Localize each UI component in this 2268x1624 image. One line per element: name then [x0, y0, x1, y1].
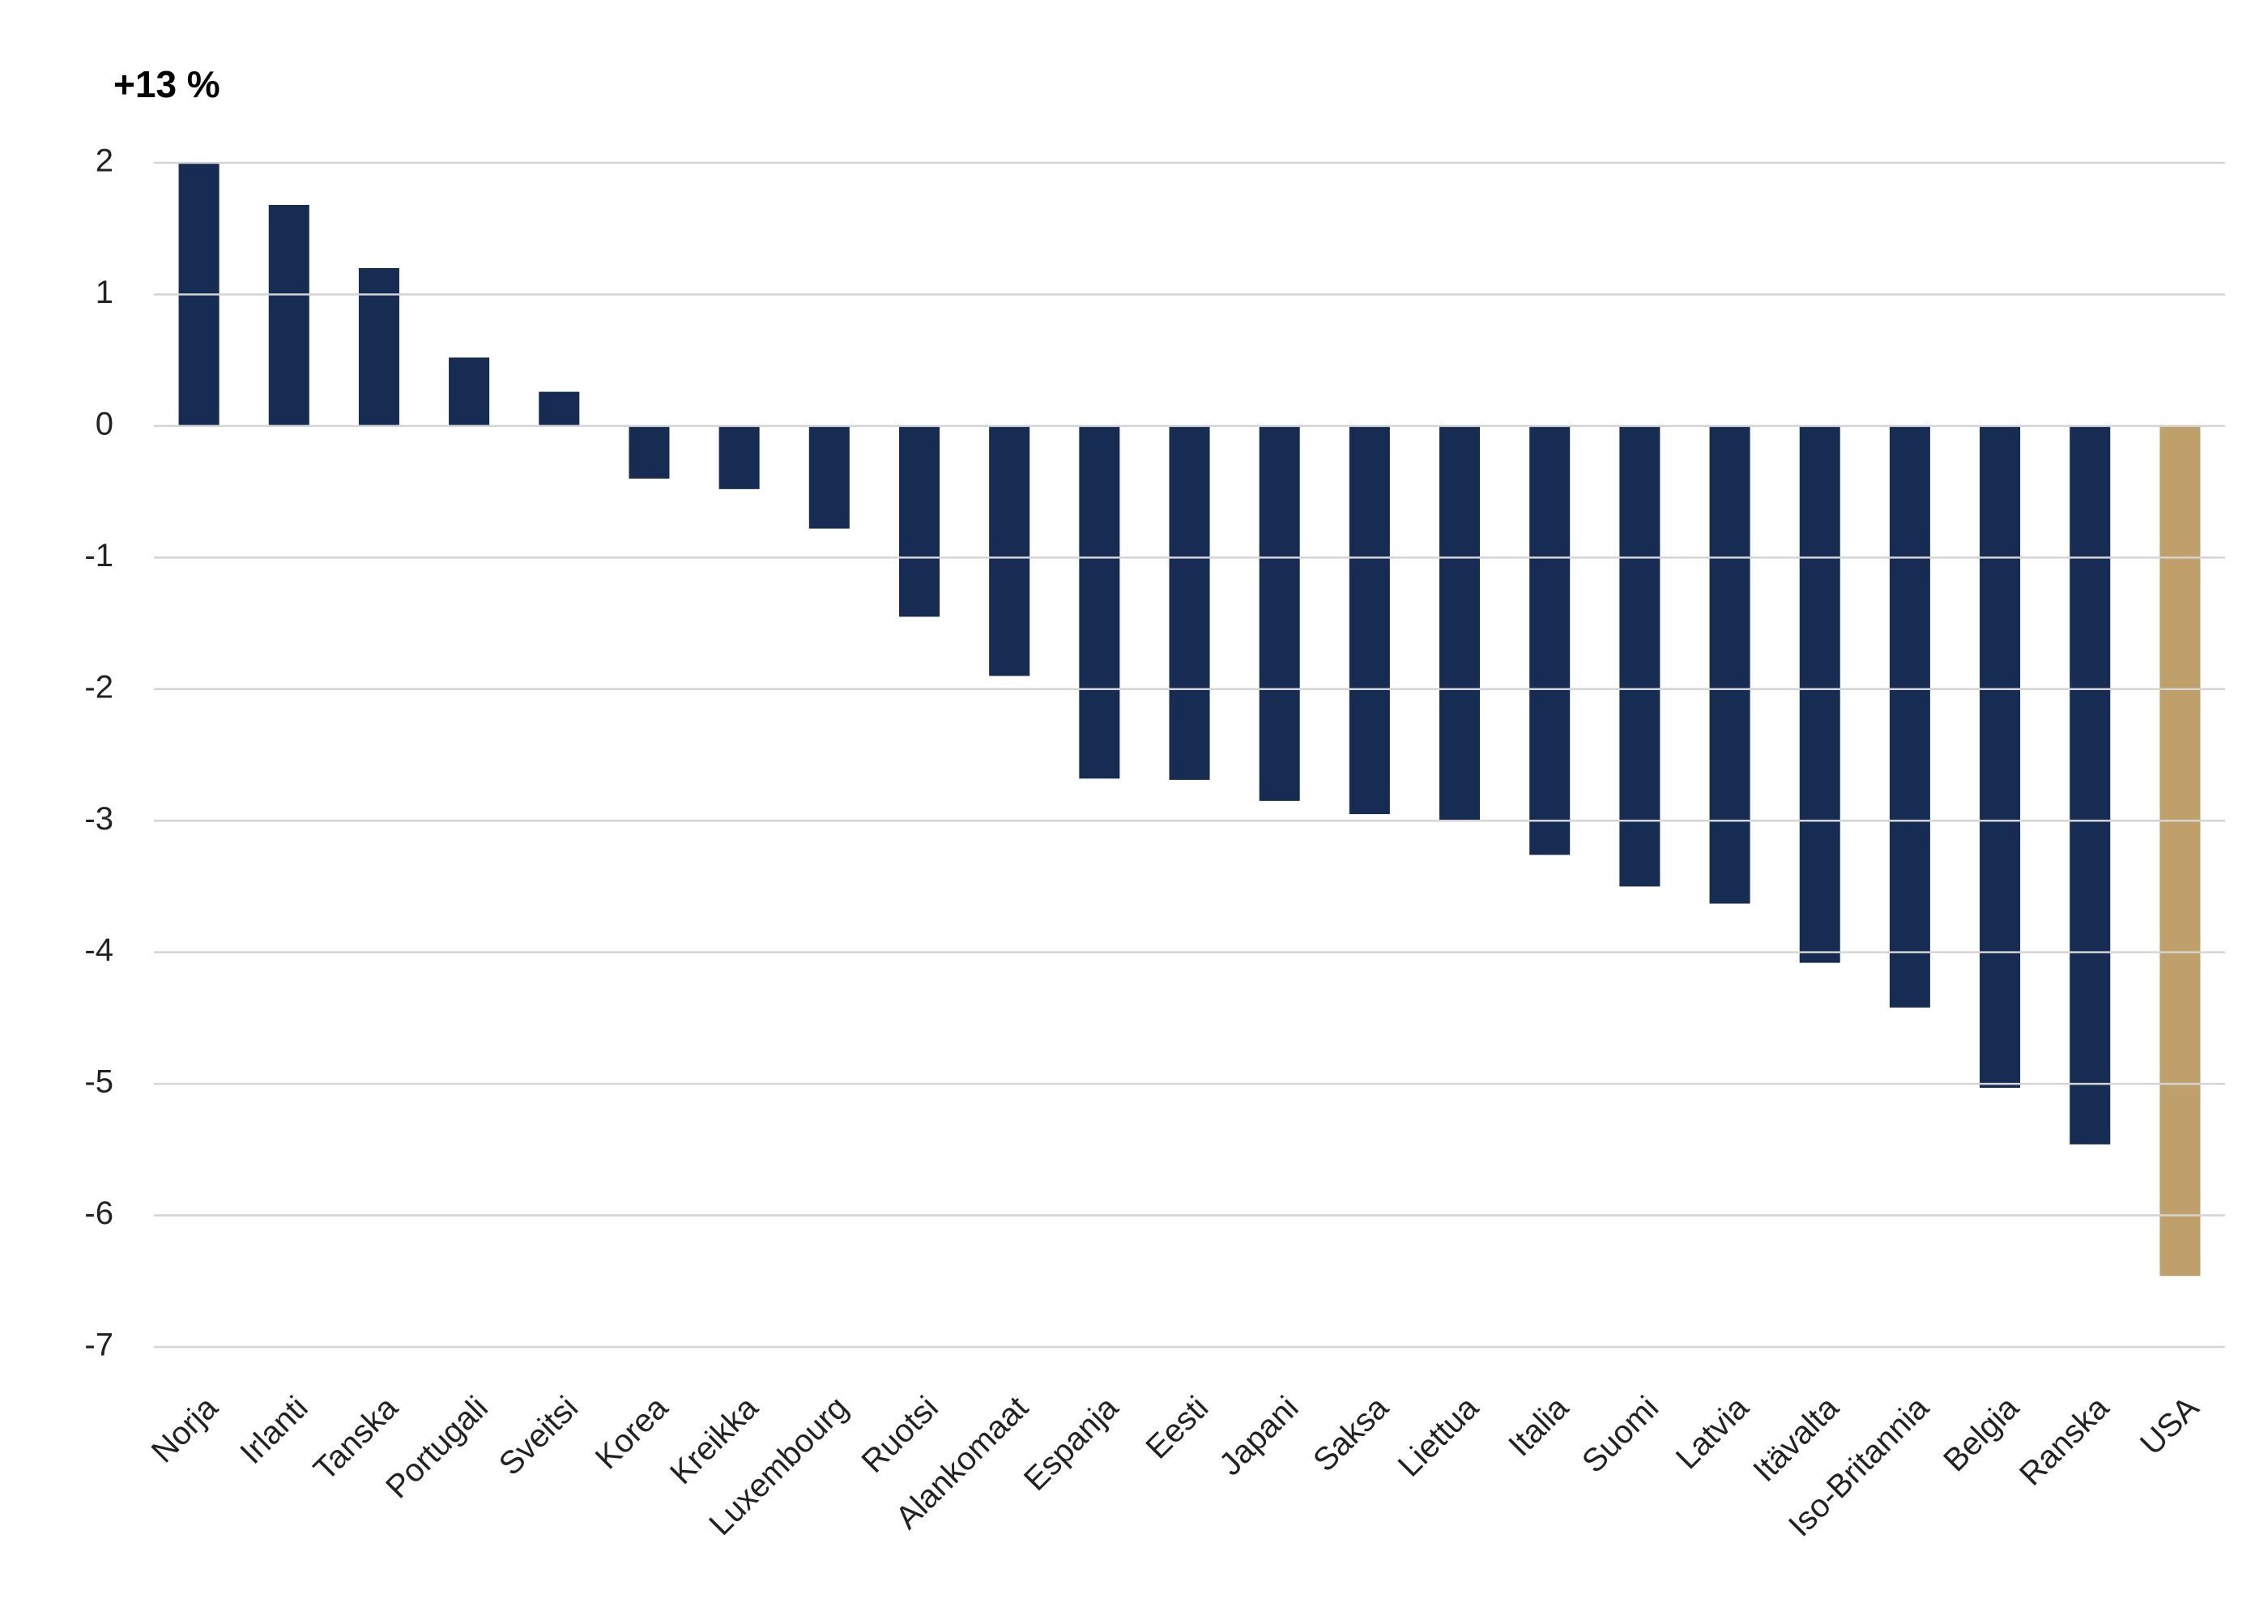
y-tick-label: 2 [96, 143, 113, 179]
y-tick-label: -2 [84, 669, 113, 705]
y-tick-label: -5 [84, 1064, 113, 1100]
bars [178, 163, 2201, 1277]
bar [1169, 425, 1210, 780]
x-tick-label: Sveitsi [492, 1390, 585, 1482]
x-tick-label: Saksa [1307, 1389, 1396, 1478]
y-tick-label: -6 [84, 1196, 113, 1231]
x-tick-label: Latvia [1669, 1389, 1756, 1476]
x-tick-label: Italia [1502, 1389, 1575, 1463]
bar [268, 204, 309, 426]
y-tick-label: -3 [84, 801, 113, 837]
bar [898, 425, 940, 617]
x-tick-label: USA [2134, 1389, 2206, 1461]
bar [358, 267, 399, 426]
y-tick-label: -1 [84, 538, 113, 573]
x-tick-label: Liettua [1392, 1389, 1486, 1484]
x-tick-label: Eesti [1139, 1390, 1215, 1466]
bar [1889, 425, 1930, 1008]
y-tick-label: -4 [84, 932, 113, 968]
bar [1079, 425, 1120, 779]
value-label: +13 % [113, 63, 220, 105]
bar [449, 357, 490, 426]
y-tick-label: 1 [96, 275, 113, 310]
bar [1980, 425, 2021, 1088]
bar [989, 425, 1030, 676]
bar [1349, 425, 1390, 815]
x-tick-label: Suomi [1575, 1390, 1665, 1480]
y-tick-label: -7 [84, 1328, 113, 1363]
x-tick-label: Ruotsi [855, 1390, 945, 1480]
bar [1259, 425, 1300, 801]
x-tick-label: Korea [589, 1389, 676, 1476]
bar [629, 425, 670, 479]
bar [1529, 425, 1571, 855]
bar [1799, 425, 1840, 963]
x-tick-label: Ranska [2013, 1389, 2117, 1493]
bar [1709, 425, 1750, 904]
bar [539, 391, 580, 426]
bar [808, 425, 850, 529]
x-tick-label: Belgia [1937, 1389, 2026, 1478]
x-tick-label: Japani [1213, 1390, 1305, 1482]
x-tick-label: Espanja [1017, 1389, 1126, 1498]
bar [2070, 425, 2111, 1144]
x-tick-label: Norja [145, 1389, 225, 1469]
bar [1619, 425, 1660, 887]
bar [718, 425, 760, 489]
y-tick-label: 0 [96, 406, 113, 441]
bar [1439, 425, 1481, 821]
bar [2159, 425, 2201, 1277]
x-tick-label: Irlanti [233, 1390, 314, 1471]
